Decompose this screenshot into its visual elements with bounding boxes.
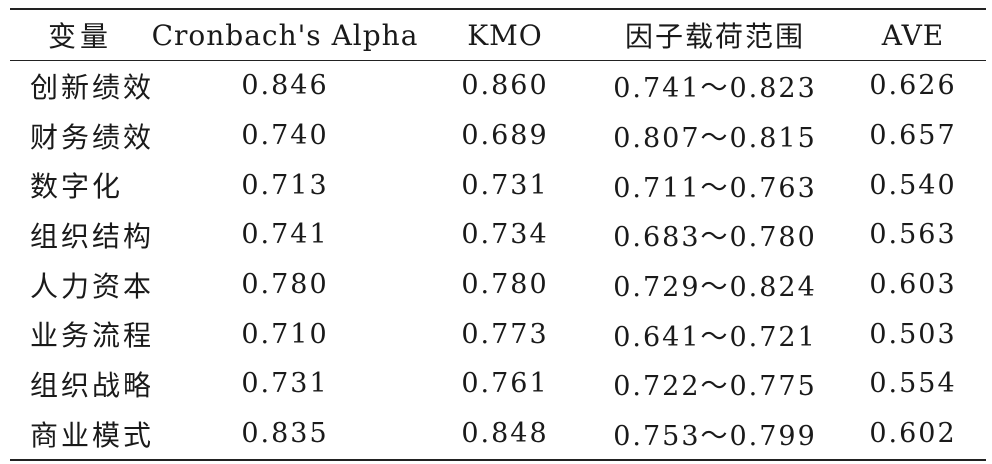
cell-ave: 0.626 bbox=[869, 70, 957, 102]
cell-ave: 0.603 bbox=[869, 269, 957, 301]
cell-variable: 组织战略 bbox=[30, 368, 150, 402]
cell-loading-range: 0.753～0.799 bbox=[613, 421, 817, 453]
cell-kmo: 0.761 bbox=[461, 368, 549, 400]
table-row: 人力资本 0.780 0.780 0.729～0.824 0.603 bbox=[10, 260, 986, 310]
table-row: 创新绩效 0.846 0.860 0.741～0.823 0.626 bbox=[10, 61, 986, 111]
cell-ave: 0.503 bbox=[869, 318, 957, 350]
header-cronbach-alpha: Cronbach's Alpha bbox=[151, 18, 419, 52]
header-row: 变量 Cronbach's Alpha KMO 因子载荷范围 AVE bbox=[10, 9, 986, 61]
cell-kmo: 0.860 bbox=[461, 70, 549, 102]
cell-variable: 数字化 bbox=[30, 170, 124, 204]
cell-alpha: 0.741 bbox=[241, 219, 329, 251]
reliability-validity-table-container: 变量 Cronbach's Alpha KMO 因子载荷范围 AVE 创新绩效 … bbox=[10, 8, 986, 461]
cell-variable: 人力资本 bbox=[30, 269, 150, 303]
cell-alpha: 0.835 bbox=[241, 418, 329, 450]
table-row: 业务流程 0.710 0.773 0.641～0.721 0.503 bbox=[10, 309, 986, 359]
cell-alpha: 0.740 bbox=[241, 120, 329, 152]
reliability-validity-table: 变量 Cronbach's Alpha KMO 因子载荷范围 AVE 创新绩效 … bbox=[10, 8, 986, 461]
cell-kmo: 0.848 bbox=[461, 418, 549, 450]
header-factor-loading-range: 因子载荷范围 bbox=[624, 20, 805, 53]
cell-alpha: 0.713 bbox=[241, 169, 329, 201]
cell-alpha: 0.731 bbox=[241, 368, 329, 400]
cell-alpha: 0.710 bbox=[241, 318, 329, 350]
cell-kmo: 0.689 bbox=[461, 120, 549, 152]
cell-variable: 商业模式 bbox=[30, 418, 150, 452]
cell-ave: 0.602 bbox=[869, 418, 957, 450]
cell-loading-range: 0.807～0.815 bbox=[613, 123, 817, 155]
cell-loading-range: 0.741～0.823 bbox=[613, 73, 817, 105]
table-row: 数字化 0.713 0.731 0.711～0.763 0.540 bbox=[10, 160, 986, 210]
header-ave: AVE bbox=[881, 18, 945, 52]
header-kmo: KMO bbox=[467, 18, 543, 52]
cell-loading-range: 0.729～0.824 bbox=[613, 272, 817, 304]
cell-kmo: 0.734 bbox=[461, 219, 549, 251]
table-row: 组织战略 0.731 0.761 0.722～0.775 0.554 bbox=[10, 359, 986, 409]
table-row: 商业模式 0.835 0.848 0.753～0.799 0.602 bbox=[10, 409, 986, 460]
cell-alpha: 0.780 bbox=[241, 269, 329, 301]
cell-alpha: 0.846 bbox=[241, 70, 329, 102]
cell-variable: 组织结构 bbox=[30, 219, 150, 253]
table-body: 创新绩效 0.846 0.860 0.741～0.823 0.626 财务绩效 … bbox=[10, 61, 986, 460]
table-row: 组织结构 0.741 0.734 0.683～0.780 0.563 bbox=[10, 210, 986, 260]
table-header: 变量 Cronbach's Alpha KMO 因子载荷范围 AVE bbox=[10, 9, 986, 61]
cell-loading-range: 0.683～0.780 bbox=[613, 222, 817, 254]
cell-ave: 0.563 bbox=[869, 219, 957, 251]
table-row: 财务绩效 0.740 0.689 0.807～0.815 0.657 bbox=[10, 111, 986, 161]
cell-loading-range: 0.722～0.775 bbox=[613, 371, 817, 403]
cell-variable: 财务绩效 bbox=[30, 120, 150, 154]
cell-kmo: 0.773 bbox=[461, 318, 549, 350]
cell-variable: 创新绩效 bbox=[30, 70, 150, 104]
header-variable: 变量 bbox=[47, 20, 112, 53]
cell-variable: 业务流程 bbox=[30, 319, 150, 353]
cell-loading-range: 0.711～0.763 bbox=[613, 172, 817, 204]
cell-loading-range: 0.641～0.721 bbox=[613, 321, 817, 353]
cell-ave: 0.657 bbox=[869, 120, 957, 152]
cell-ave: 0.554 bbox=[869, 368, 957, 400]
cell-kmo: 0.731 bbox=[461, 169, 549, 201]
cell-kmo: 0.780 bbox=[461, 269, 549, 301]
cell-ave: 0.540 bbox=[869, 169, 957, 201]
